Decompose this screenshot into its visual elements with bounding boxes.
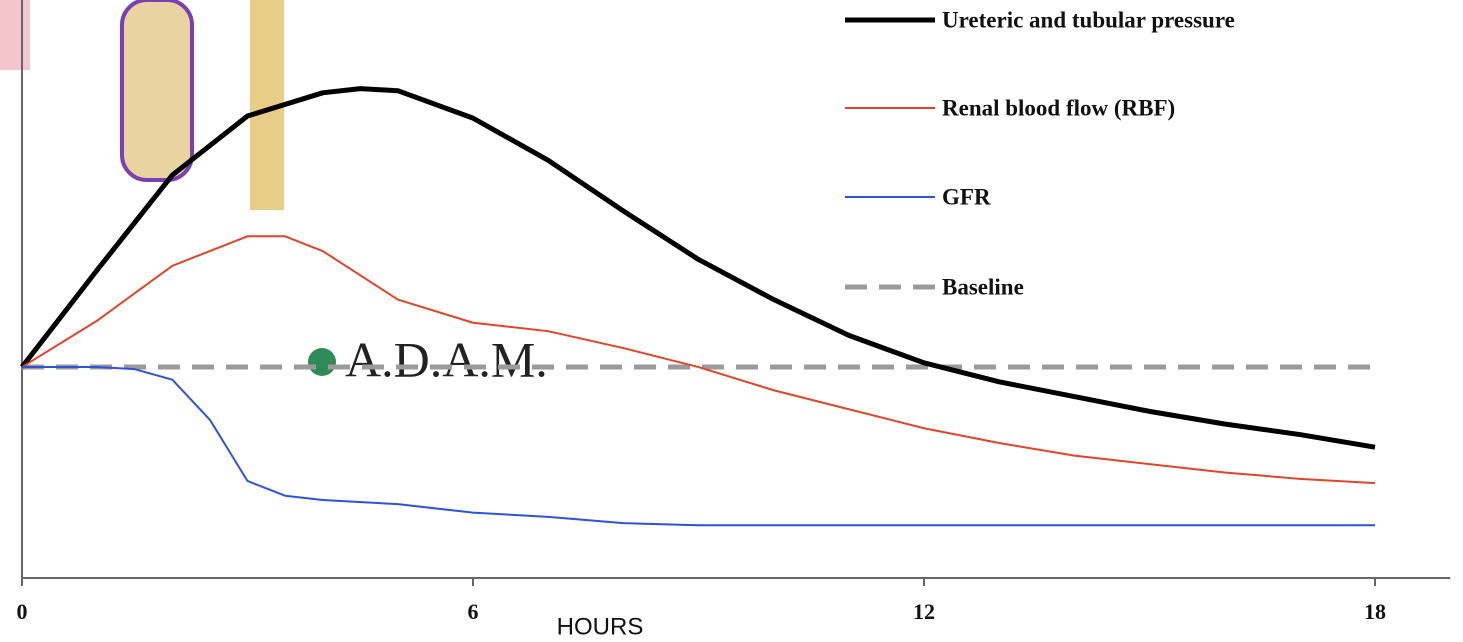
- logo-icon: [308, 348, 336, 376]
- x-tick-label: 18: [1364, 599, 1386, 624]
- series-line: [21, 235, 1376, 485]
- x-tick-label: 6: [468, 599, 479, 624]
- legend-label: Renal blood flow (RBF): [942, 95, 1175, 120]
- legend-label: Baseline: [942, 274, 1024, 299]
- series-line: [20, 86, 1376, 450]
- x-tick-label: 0: [17, 599, 28, 624]
- x-axis-label: HOURS: [557, 613, 644, 640]
- illustration: [0, 0, 336, 376]
- x-tick-label: 12: [913, 599, 935, 624]
- tissue-image: [0, 0, 30, 70]
- watermark: A.D.A.M.: [345, 331, 548, 387]
- legend-label: Ureteric and tubular pressure: [942, 7, 1235, 32]
- tubule-image: [120, 0, 194, 182]
- series-line: [22, 366, 1375, 527]
- legend-label: GFR: [942, 184, 991, 209]
